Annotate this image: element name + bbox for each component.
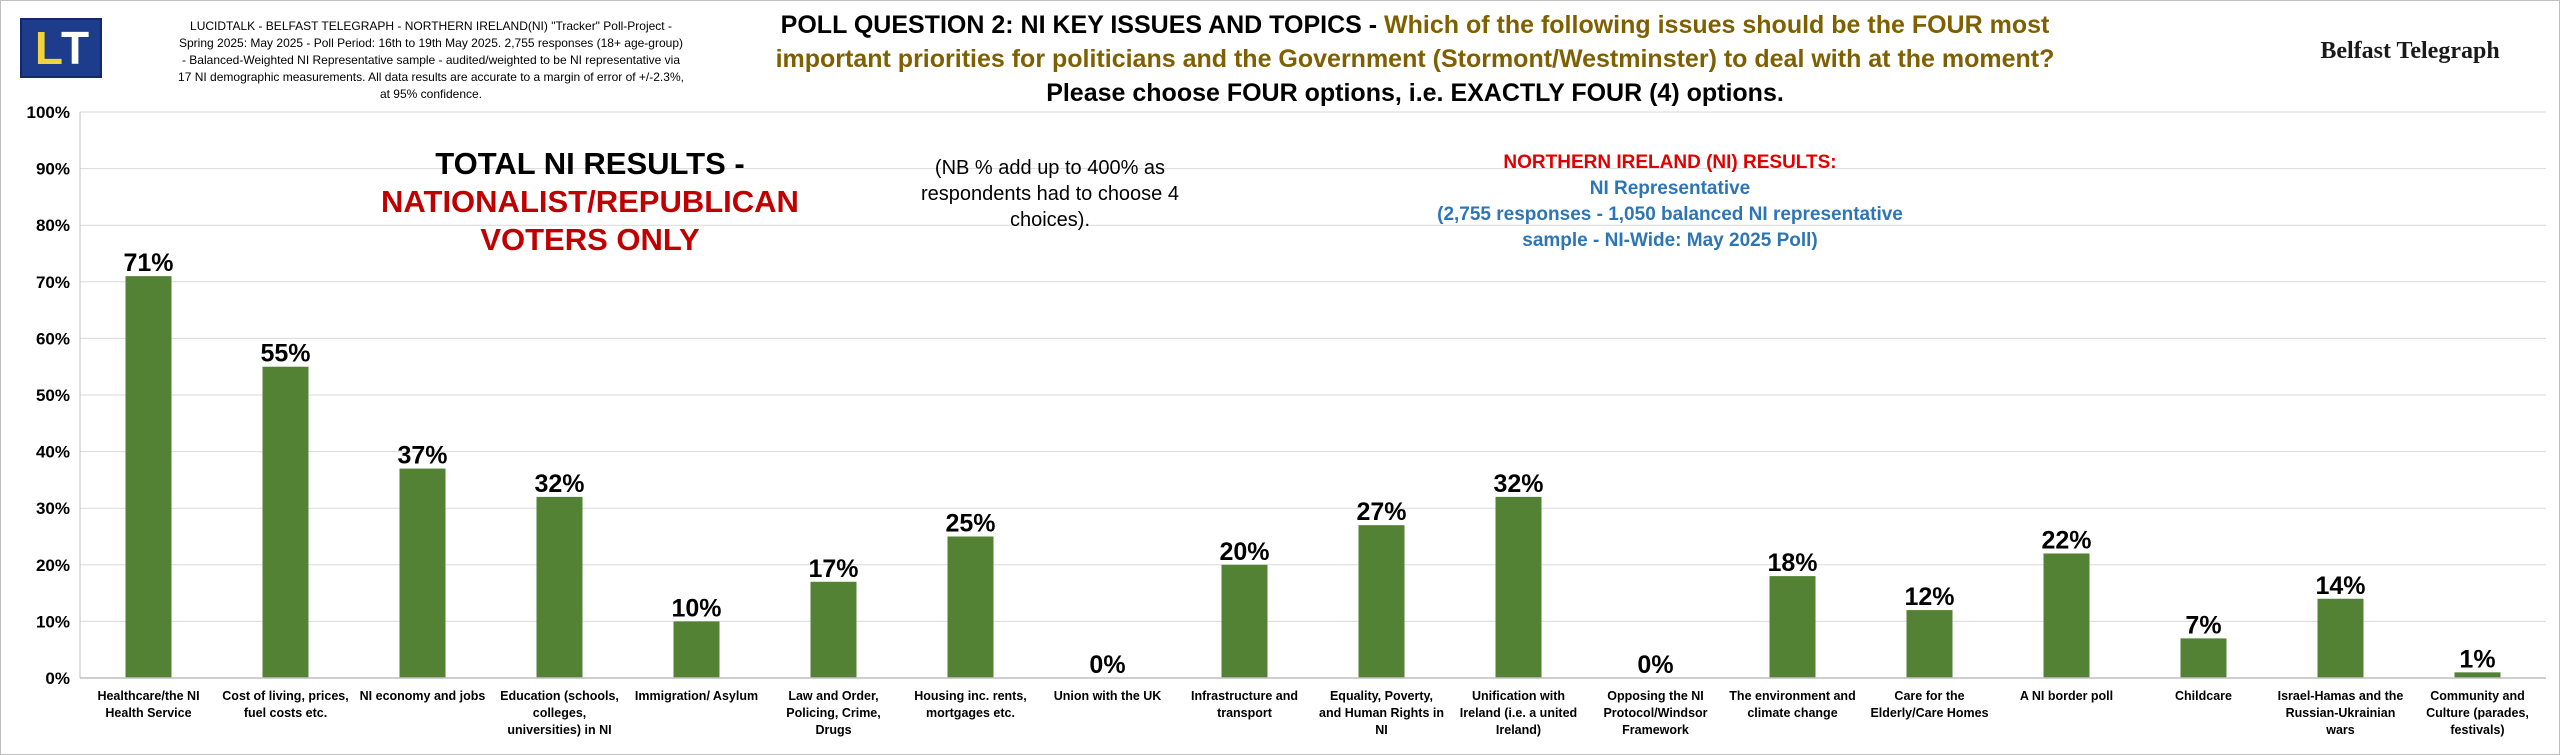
data-label: 0% [1089, 651, 1125, 679]
bar [262, 366, 309, 678]
bar [1221, 564, 1268, 678]
data-label: 32% [1493, 470, 1543, 498]
data-label: 25% [945, 510, 995, 538]
x-tick-label: The environment and climate change [1729, 689, 1856, 720]
title-instruction: Please choose FOUR options, i.e. EXACTLY… [1046, 79, 1784, 107]
data-label: 7% [2185, 611, 2221, 639]
title-question: Which of the following issues should be … [775, 11, 2055, 73]
data-label: 37% [397, 442, 447, 470]
x-tick-label: Community and Culture (parades, festival… [2426, 689, 2529, 737]
x-tick-label: Israel-Hamas and the Russian-Ukrainian w… [2277, 689, 2404, 737]
ni-results-heading: NORTHERN IRELAND (NI) RESULTS: [1503, 152, 1837, 173]
x-tick-label: Childcare [2175, 689, 2232, 703]
x-tick-label: Housing inc. rents, mortgages etc. [914, 689, 1027, 720]
nb-note: (NB % add up to 400% as respondents had … [921, 157, 1179, 231]
bar [1495, 496, 1542, 678]
data-label: 32% [534, 470, 584, 498]
x-tick-label: Care for the Elderly/Care Homes [1870, 689, 1989, 720]
bar [1358, 525, 1405, 678]
x-tick-label: Immigration/ Asylum [634, 689, 759, 703]
x-tick-label: Cost of living, prices, fuel costs etc. [222, 689, 349, 720]
data-label: 55% [260, 340, 310, 368]
poll-source-note: LUCIDTALK - BELFAST TELEGRAPH - NORTHERN… [178, 19, 684, 101]
y-tick-label: 70% [36, 273, 70, 292]
ni-sample-description: (2,755 responses - 1,050 balanced NI rep… [1437, 204, 1903, 251]
bar [810, 581, 857, 678]
logo-letter-l: L [34, 22, 63, 74]
bar [1906, 610, 1953, 678]
bar [399, 468, 446, 678]
y-tick-label: 0% [45, 669, 70, 688]
y-tick-label: 50% [36, 386, 70, 405]
total-results-line1: TOTAL NI RESULTS - [435, 146, 745, 181]
x-tick-label: A NI border poll [2019, 689, 2114, 703]
data-labels: 71% 55% 37% 32% 10% 17% 25% 0% 20% 27% 32% 0% 18% 12%… [123, 249, 2495, 679]
bar [2043, 553, 2090, 678]
y-tick-label: 60% [36, 329, 70, 348]
ni-representative-label: NI Representative [1589, 178, 1751, 199]
x-tick-label: Opposing the NI Protocol/Windsor Framewo… [1603, 689, 1708, 737]
y-axis-ticks: 0% 10% 20% 30% 40% 50% 60% 70% 80% 90% 100% [27, 103, 70, 688]
x-tick-label: Equality, Poverty, and Human Rights in N… [1319, 689, 1444, 737]
x-tick-label: Healthcare/the NI Health Service [97, 689, 200, 720]
data-label: 0% [1637, 651, 1673, 679]
data-label: 27% [1356, 498, 1406, 526]
belfast-telegraph-logo: Belfast Telegraph [2320, 38, 2500, 64]
bar [673, 621, 720, 678]
data-label: 12% [1904, 583, 1954, 611]
data-label: 1% [2459, 645, 2495, 673]
y-tick-label: 40% [36, 443, 70, 462]
gridlines [80, 111, 2546, 622]
bar [125, 276, 172, 678]
data-label: 10% [671, 594, 721, 622]
bar [2454, 672, 2501, 678]
data-label: 22% [2041, 526, 2091, 554]
bars [125, 276, 2501, 678]
y-tick-label: 80% [36, 216, 70, 235]
total-results-line3: VOTERS ONLY [480, 222, 700, 257]
y-tick-label: 90% [36, 160, 70, 179]
data-label: 18% [1767, 549, 1817, 577]
bar [2180, 638, 2227, 678]
total-results-line2: NATIONALIST/REPUBLICAN [381, 184, 799, 219]
bar [947, 536, 994, 678]
data-label: 14% [2315, 572, 2365, 600]
data-label: 20% [1219, 538, 1269, 566]
y-tick-label: 100% [27, 103, 70, 122]
logo-letter-t: T [61, 22, 89, 74]
y-tick-label: 10% [36, 612, 70, 631]
bar [536, 496, 583, 678]
total-results-heading: TOTAL NI RESULTS - NATIONALIST/REPUBLICA… [330, 145, 850, 259]
title-lead: POLL QUESTION 2: NI KEY ISSUES AND TOPIC… [780, 11, 1385, 39]
y-tick-label: 20% [36, 556, 70, 575]
data-label: 17% [808, 555, 858, 583]
y-tick-label: 30% [36, 499, 70, 518]
bar [1769, 576, 1816, 678]
data-label: 71% [123, 249, 173, 277]
ni-results-box: NORTHERN IRELAND (NI) RESULTS: NI Repres… [1410, 150, 1930, 254]
x-tick-label: Law and Order, Policing, Crime, Drugs [786, 689, 881, 737]
x-tick-label: Union with the UK [1053, 689, 1162, 703]
bar [2317, 598, 2364, 678]
x-tick-label: Education (schools, colleges, universiti… [500, 689, 619, 737]
x-tick-label: NI economy and jobs [359, 689, 486, 703]
poll-question-title: POLL QUESTION 2: NI KEY ISSUES AND TOPIC… [760, 8, 2070, 110]
x-tick-label: Unification with Ireland (i.e. a united … [1459, 689, 1578, 737]
x-tick-label: Infrastructure and transport [1191, 689, 1298, 720]
